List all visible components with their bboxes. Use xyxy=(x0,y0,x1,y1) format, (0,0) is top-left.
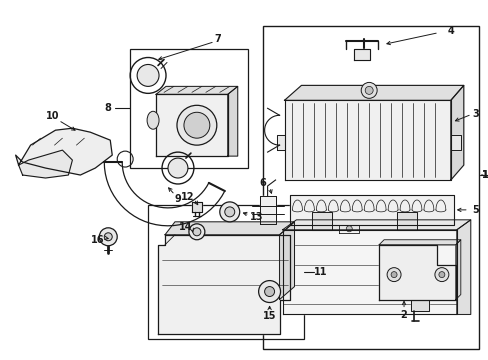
Text: 11: 11 xyxy=(313,267,326,276)
Circle shape xyxy=(177,105,216,145)
Polygon shape xyxy=(284,100,450,180)
Circle shape xyxy=(386,267,400,282)
Polygon shape xyxy=(259,196,275,224)
Circle shape xyxy=(224,207,234,217)
Text: 9: 9 xyxy=(174,194,181,204)
Polygon shape xyxy=(339,225,359,233)
Text: 1: 1 xyxy=(481,170,488,180)
Polygon shape xyxy=(396,212,416,230)
Text: 15: 15 xyxy=(263,311,276,321)
Text: 5: 5 xyxy=(471,205,478,215)
Polygon shape xyxy=(16,128,112,175)
Polygon shape xyxy=(312,212,332,230)
Polygon shape xyxy=(227,86,237,156)
Circle shape xyxy=(168,158,187,178)
Text: 6: 6 xyxy=(259,178,265,188)
Polygon shape xyxy=(191,202,202,212)
Circle shape xyxy=(192,228,201,236)
Text: 16: 16 xyxy=(90,235,104,245)
Bar xyxy=(293,199,449,221)
Circle shape xyxy=(361,82,376,98)
Circle shape xyxy=(99,228,117,246)
Polygon shape xyxy=(353,49,369,60)
Circle shape xyxy=(104,233,112,241)
Text: 4: 4 xyxy=(447,26,453,36)
Text: 8: 8 xyxy=(104,103,111,113)
Polygon shape xyxy=(450,135,460,150)
Circle shape xyxy=(188,224,204,240)
Text: 1: 1 xyxy=(481,170,488,180)
Polygon shape xyxy=(456,220,470,314)
Polygon shape xyxy=(282,230,456,314)
Circle shape xyxy=(183,112,209,138)
Text: 7: 7 xyxy=(214,33,221,44)
Polygon shape xyxy=(378,240,460,245)
Circle shape xyxy=(434,267,448,282)
Circle shape xyxy=(137,64,159,86)
Polygon shape xyxy=(276,135,284,150)
Polygon shape xyxy=(284,85,463,100)
Circle shape xyxy=(219,202,239,222)
Polygon shape xyxy=(410,300,428,311)
Text: 2: 2 xyxy=(400,310,407,320)
Polygon shape xyxy=(289,195,453,225)
Text: 12: 12 xyxy=(181,192,194,202)
Ellipse shape xyxy=(147,111,159,129)
Circle shape xyxy=(438,272,444,278)
Text: 10: 10 xyxy=(46,111,59,121)
Polygon shape xyxy=(450,85,463,180)
Bar xyxy=(148,205,304,339)
Polygon shape xyxy=(378,245,455,300)
Polygon shape xyxy=(164,222,294,235)
Circle shape xyxy=(390,272,396,278)
Text: 14: 14 xyxy=(179,222,192,232)
Circle shape xyxy=(346,226,351,232)
Polygon shape xyxy=(156,94,227,156)
Circle shape xyxy=(264,287,274,297)
Bar xyxy=(262,26,478,349)
Text: 3: 3 xyxy=(471,109,478,119)
Text: 13: 13 xyxy=(249,212,263,222)
Polygon shape xyxy=(158,235,289,334)
Circle shape xyxy=(365,86,372,94)
Bar xyxy=(130,49,247,168)
Polygon shape xyxy=(279,222,294,300)
Polygon shape xyxy=(19,150,72,178)
Polygon shape xyxy=(282,220,470,230)
Polygon shape xyxy=(156,86,237,94)
Circle shape xyxy=(258,280,280,302)
Polygon shape xyxy=(455,240,460,300)
